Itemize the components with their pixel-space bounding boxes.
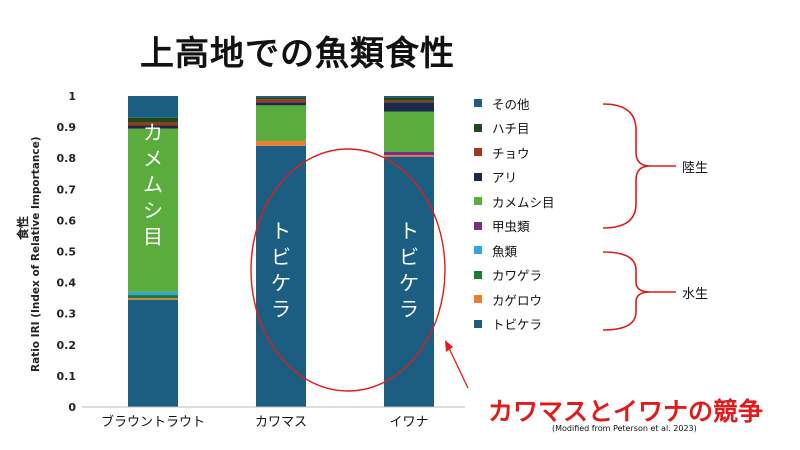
y-tick-label: 0.1 — [57, 370, 77, 383]
bar-segment — [384, 102, 434, 112]
legend-item: ハチ目 — [474, 120, 530, 136]
terrestrial-group-label: 陸生 — [682, 161, 709, 176]
y-tick-label: 0.7 — [57, 183, 77, 196]
x-tick-label: ブラウントラウト — [101, 414, 205, 430]
x-tick-label: カワマス — [255, 415, 307, 430]
bar-segment — [128, 125, 178, 129]
legend-item: 魚類 — [474, 242, 518, 259]
y-tick-label: 0.8 — [57, 152, 77, 165]
bar-segment — [256, 102, 306, 106]
bar-segment — [256, 141, 306, 146]
legend-swatch — [474, 172, 482, 181]
legend-item: トビケラ — [474, 316, 542, 332]
y-tick-label: 0.4 — [57, 277, 77, 290]
legend-label: カゲロウ — [492, 292, 543, 308]
legend-swatch — [474, 148, 482, 156]
source-citation: (Modified from Peterson et al. 2023) — [552, 424, 697, 433]
legend-item: カワゲラ — [474, 267, 542, 283]
y-tick-label: 0.5 — [57, 246, 77, 259]
legend-label: その他 — [492, 96, 530, 112]
bar-segment — [128, 117, 178, 123]
bar-segment — [128, 128, 178, 292]
legend-swatch — [474, 123, 482, 132]
terrestrial-bracket — [602, 103, 651, 229]
legend-label: 魚類 — [492, 243, 518, 259]
legend-item: カゲロウ — [474, 291, 543, 308]
legend-item: チョウ — [474, 144, 530, 161]
legend-swatch — [474, 270, 482, 279]
bar-segment — [128, 299, 178, 407]
bar-segment — [384, 100, 434, 103]
legend-label: アリ — [492, 170, 518, 185]
bar-inner-label: トビケラ — [399, 219, 419, 321]
competition-annotation: カワマスとイワナの競争 — [488, 397, 764, 426]
bar-inner-label: カメムシ目 — [143, 121, 163, 249]
legend-label: 甲虫類 — [492, 219, 530, 234]
bar-segment — [384, 96, 434, 98]
bar-segment — [384, 111, 434, 152]
y-tick-label: 0.9 — [57, 121, 77, 134]
x-tick-label: イワナ — [389, 415, 428, 430]
bar-segment — [128, 122, 178, 126]
legend-swatch — [474, 99, 482, 107]
competition-ellipse — [250, 148, 446, 392]
bar-inner-label: トビケラ — [271, 219, 291, 321]
bar-segment — [128, 298, 178, 300]
competition-arrow — [447, 345, 469, 389]
legend-item: カメムシ目 — [474, 193, 555, 210]
chart-title: 上高地での魚類食性 — [140, 34, 455, 74]
bar-segment — [384, 97, 434, 101]
bar-segment — [256, 145, 306, 407]
legend-item: アリ — [474, 169, 517, 185]
legend-label: カワゲラ — [492, 268, 543, 283]
bar-segment — [384, 151, 434, 156]
aquatic-group-label: 水生 — [682, 287, 709, 302]
legend-swatch — [474, 295, 482, 303]
y-tick-label: 0.6 — [57, 214, 77, 227]
bar-segment — [128, 96, 178, 118]
legend-label: トビケラ — [492, 317, 543, 332]
bar-segment — [256, 96, 306, 98]
legend-swatch — [474, 319, 482, 328]
competition-arrow-head — [445, 340, 453, 352]
bar-segment — [128, 295, 178, 299]
legend-label: カメムシ目 — [492, 194, 555, 210]
legend-swatch — [474, 197, 482, 205]
y-tick-label: 0.3 — [57, 308, 77, 321]
bar-segment — [256, 97, 306, 100]
legend-label: ハチ目 — [492, 121, 530, 136]
y-tick-label: 1 — [68, 90, 76, 103]
legend-label: チョウ — [492, 145, 530, 161]
legend-swatch — [474, 246, 482, 254]
bar-segment — [256, 99, 306, 103]
legend-swatch — [474, 221, 482, 230]
aquatic-bracket — [602, 251, 651, 331]
legend-item: 甲虫類 — [474, 218, 530, 234]
bar-segment — [128, 291, 178, 296]
bar-segment — [384, 155, 434, 157]
y-tick-label: 0 — [68, 401, 76, 414]
legend-item: その他 — [474, 95, 530, 112]
y-tick-label: 0.2 — [57, 339, 77, 352]
bar-segment — [256, 105, 306, 142]
